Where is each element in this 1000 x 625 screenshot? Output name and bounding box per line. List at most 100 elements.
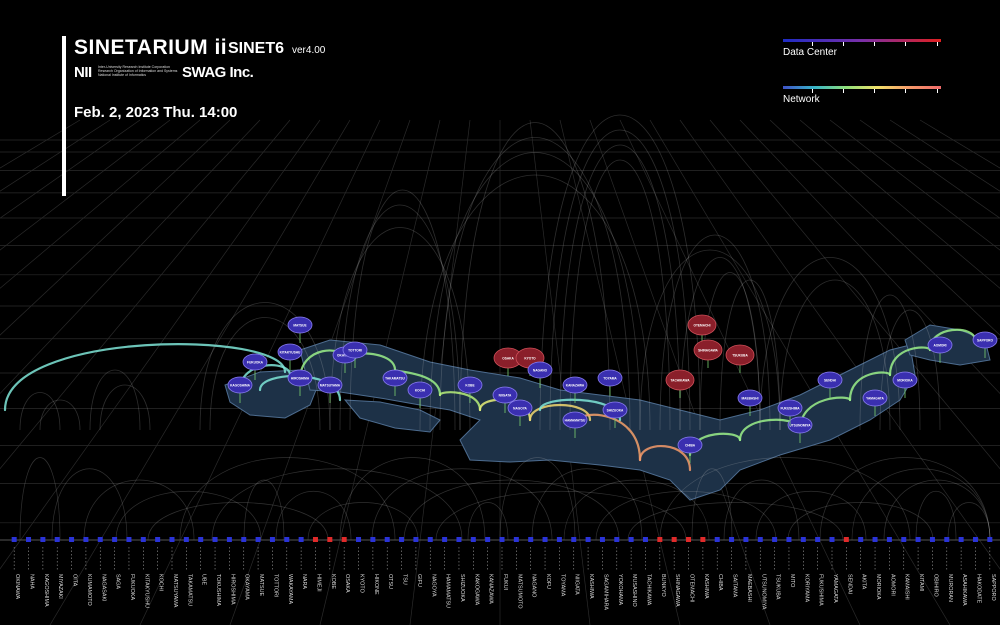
axis-node: SAPPORO bbox=[987, 537, 996, 601]
traffic-arc bbox=[779, 279, 891, 431]
map-node: YAMAGATA bbox=[862, 389, 888, 416]
traffic-arc bbox=[349, 189, 456, 431]
axis-node-label: GIFU bbox=[416, 574, 422, 587]
axis-node-label: FUKUOKA bbox=[129, 574, 135, 600]
axis-node-marker bbox=[40, 537, 46, 542]
traffic-arc bbox=[329, 227, 471, 431]
axis-node: OTSU bbox=[384, 537, 393, 589]
axis-node-label: HIROSHIMA bbox=[229, 574, 235, 605]
network-name: SINET6 bbox=[228, 40, 285, 57]
network-color-scale bbox=[783, 86, 941, 89]
axis-node: AKITA bbox=[858, 537, 867, 590]
axis-node: TAKAMATSU bbox=[183, 537, 192, 606]
node-marker bbox=[342, 341, 368, 359]
map-node: TACHIKAWA bbox=[665, 369, 695, 398]
axis-node-label: SAPPORO bbox=[990, 574, 996, 601]
node-label: HIROSHIMA bbox=[291, 377, 310, 381]
map-node: SENDAI bbox=[817, 371, 843, 398]
axis-node-marker bbox=[485, 537, 491, 542]
axis-node: TOKUSHIMA bbox=[212, 537, 221, 606]
traffic-arc bbox=[419, 174, 651, 431]
network-link bbox=[888, 346, 932, 377]
traffic-arc bbox=[531, 468, 643, 541]
axis-node-label: CHIBA bbox=[717, 574, 723, 591]
axis-node-marker bbox=[915, 537, 921, 542]
grid-line bbox=[0, 119, 261, 395]
axis-node: HIROSHIMA bbox=[226, 537, 235, 605]
axis-node-marker bbox=[456, 537, 462, 542]
traffic-arc bbox=[467, 502, 509, 541]
map-node: FUKUSHIMA bbox=[777, 399, 803, 426]
axis-node-label: OKAYAMA bbox=[244, 574, 250, 600]
network-link bbox=[638, 445, 692, 472]
traffic-arc bbox=[859, 294, 921, 431]
axis-node-marker bbox=[112, 537, 118, 542]
node-label: SHINAGAWA bbox=[698, 349, 718, 353]
scale-tick bbox=[812, 89, 813, 93]
background-arc-layer bbox=[19, 114, 941, 431]
node-label: TSUKUBA bbox=[732, 354, 748, 358]
grid-line bbox=[529, 119, 591, 625]
map-node-layer: KAGOSHIMA FUKUOKA KITAKYUSHU HIROSHIMA OKAYA… bbox=[227, 314, 998, 463]
axis-node-marker bbox=[341, 537, 347, 542]
axis-node-label: YAMAGATA bbox=[832, 574, 838, 603]
node-label: MATSUE bbox=[293, 324, 306, 328]
axis-node-marker bbox=[843, 537, 849, 542]
axis-node: GIFU bbox=[413, 537, 422, 587]
traffic-arc bbox=[947, 502, 991, 541]
node-label: SENDAI bbox=[824, 379, 836, 383]
scale-tick bbox=[937, 89, 938, 93]
axis-node-marker bbox=[327, 537, 333, 542]
node-marker bbox=[227, 376, 253, 394]
axis-node-label: KITAMI bbox=[918, 574, 924, 592]
node-marker bbox=[927, 336, 953, 354]
app-title: SINETARIUM ii bbox=[74, 36, 228, 59]
org-line: Research Organization of Information and… bbox=[98, 69, 178, 74]
axis-node: NARA bbox=[298, 537, 307, 589]
axis-node-label: MATSUE bbox=[258, 574, 264, 596]
node-label: SAPPORO bbox=[977, 339, 993, 343]
grid-line bbox=[679, 119, 1000, 570]
map-node: KAGOSHIMA bbox=[227, 376, 253, 403]
map-node: HIROSHIMA bbox=[287, 369, 313, 396]
node-label: OSAKA bbox=[502, 357, 514, 361]
axis-node: SAGA bbox=[112, 537, 121, 589]
axis-node-marker bbox=[140, 537, 146, 542]
axis-node-marker bbox=[269, 537, 275, 542]
axis-node: ASAHIKAWA bbox=[958, 537, 967, 606]
axis-node: SHIZUOKA bbox=[456, 537, 465, 602]
map-node: SAPPORO bbox=[972, 331, 998, 358]
node-label: SHIZUOKA bbox=[607, 409, 624, 413]
node-marker bbox=[787, 416, 813, 434]
axis-node-label: HAKODATE bbox=[975, 574, 981, 604]
axis-node: KAGOSHIMA bbox=[40, 537, 49, 607]
axis-node: KAKOGAWA bbox=[470, 537, 479, 605]
axis-node-marker bbox=[700, 537, 706, 542]
axis-node-marker bbox=[743, 537, 749, 542]
axis-node: OITA bbox=[69, 537, 78, 587]
map-node: MATSUE bbox=[287, 316, 313, 343]
axis-node-marker bbox=[11, 537, 17, 542]
grid-line bbox=[769, 119, 1000, 336]
node-marker bbox=[597, 369, 623, 387]
axis-node: SAGAMIHARA bbox=[599, 537, 608, 610]
axis-node-label: OTEMACHI bbox=[689, 574, 695, 602]
axis-node-marker bbox=[958, 537, 964, 542]
node-label: OKAYAMA bbox=[337, 354, 354, 358]
node-label: MAEBASHI bbox=[741, 397, 758, 401]
axis-node-marker bbox=[255, 537, 261, 542]
axis-node: UBE bbox=[198, 537, 207, 585]
node-label: KAGOSHIMA bbox=[230, 384, 251, 388]
traffic-arc bbox=[307, 502, 419, 541]
header-accent-bar bbox=[62, 36, 66, 196]
axis-node-label: TACHIKAWA bbox=[645, 574, 651, 606]
axis-node-marker bbox=[513, 537, 519, 542]
org-line: Inter-University Research Institute Corp… bbox=[98, 65, 170, 69]
axis-node-label: KYOTO bbox=[359, 574, 365, 593]
axis-node: KUMAMOTO bbox=[83, 537, 92, 606]
grid-line bbox=[829, 119, 1000, 251]
map-node: HAMAMATSU bbox=[562, 411, 588, 438]
node-marker bbox=[287, 316, 313, 334]
axis-node-label: YOKOHAMA bbox=[617, 574, 623, 606]
axis-node: YAMAGATA bbox=[829, 537, 838, 603]
